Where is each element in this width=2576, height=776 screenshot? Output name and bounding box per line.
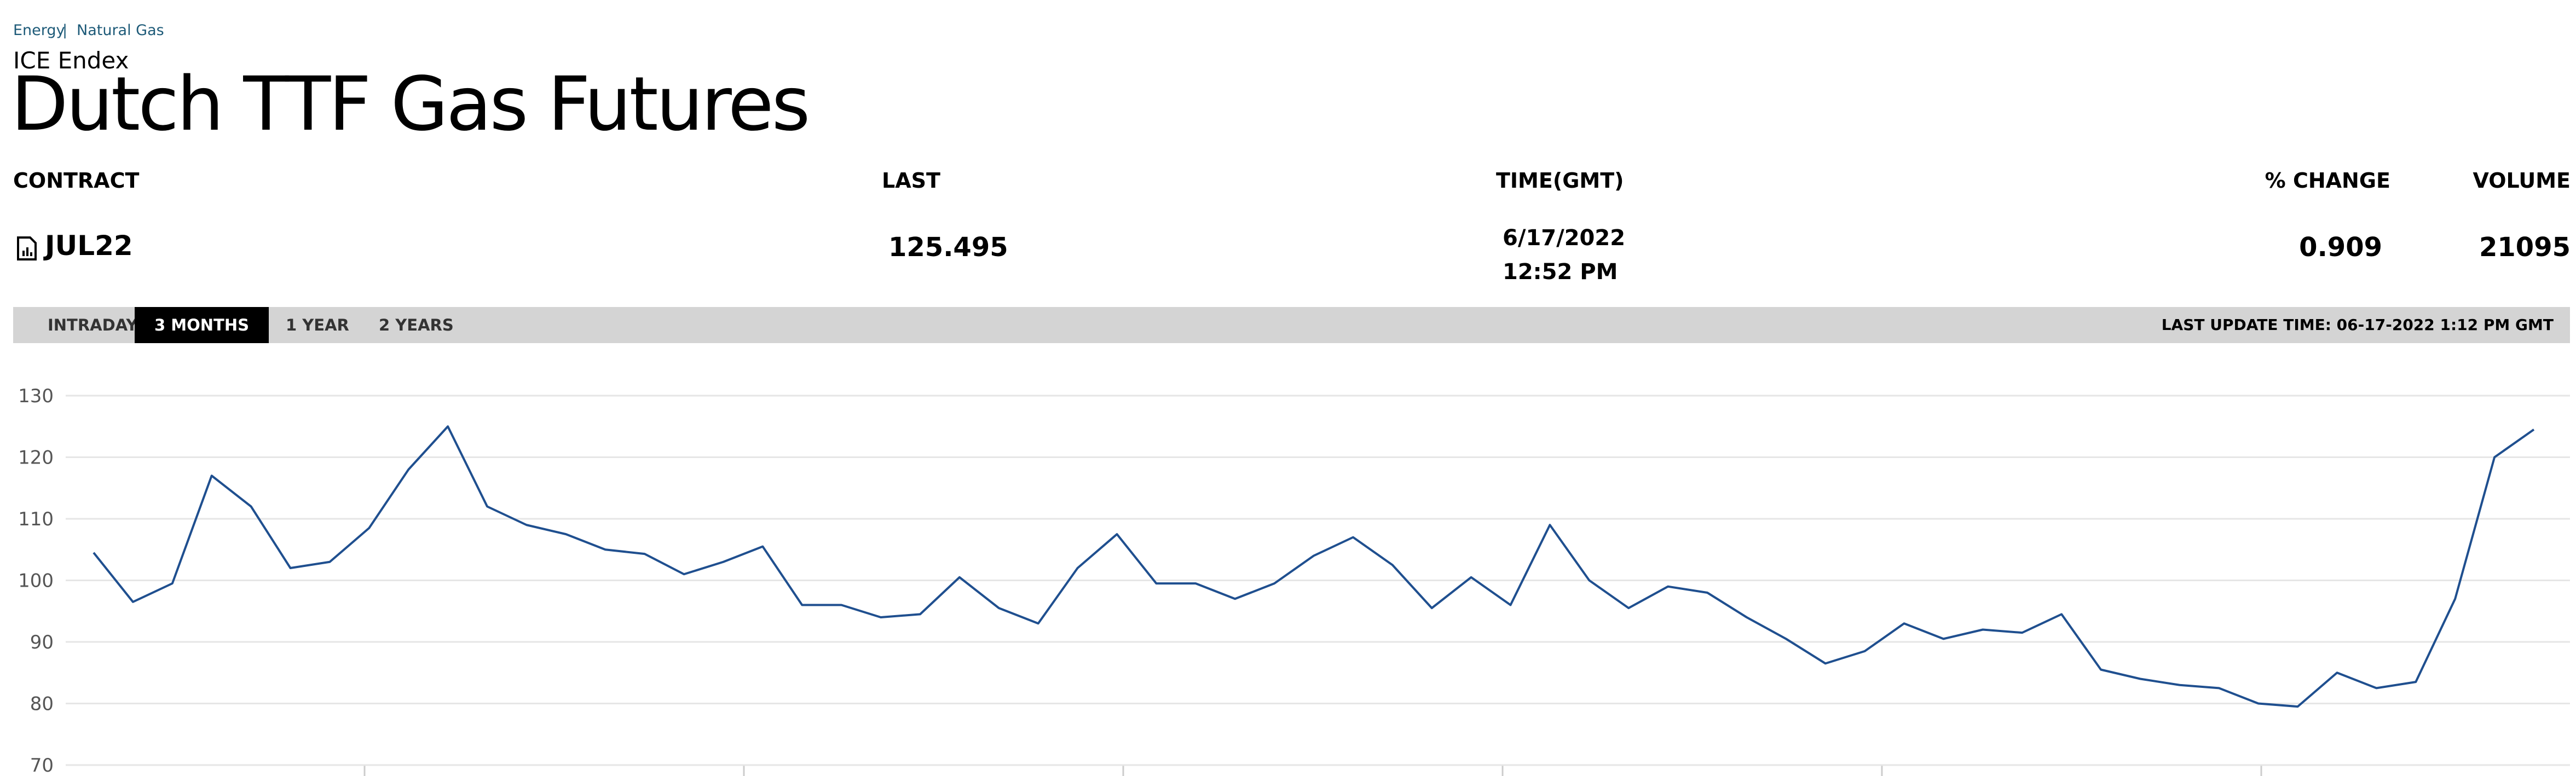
last-price: 125.495 (888, 232, 1008, 263)
column-header: CONTRACT (13, 169, 140, 193)
exchange: ICE Endex (13, 47, 129, 74)
y-tick-label: 90 (30, 632, 54, 653)
tab-bar: LAST UPDATE TIME: 06-17-2022 1:12 PM GMT… (13, 307, 2570, 343)
contract-icon[interactable] (16, 236, 37, 260)
percent-change: 0.909 (2299, 232, 2382, 263)
column-header: TIME(GMT) (1496, 169, 1624, 193)
price-line (93, 425, 2535, 708)
breadcrumb-separator: | (62, 22, 68, 39)
range-tab[interactable]: 1 YEAR (286, 316, 349, 334)
breadcrumb-link[interactable]: Natural Gas (77, 22, 164, 39)
breadcrumb-link[interactable]: Energy (13, 22, 65, 39)
volume: 21095 (2479, 232, 2571, 263)
last-update: LAST UPDATE TIME: 06-17-2022 1:12 PM GMT (2161, 316, 2554, 334)
column-header: % CHANGE (2265, 169, 2390, 193)
range-tab[interactable]: INTRADAY (48, 316, 138, 334)
trade-time: 12:52 PM (1503, 259, 1618, 285)
y-tick-label: 130 (18, 385, 54, 407)
column-header: VOLUME (2473, 169, 2571, 193)
price-chart: 70 80 90 100 110 120 130 (18, 385, 2570, 776)
y-tick-label: 70 (30, 755, 54, 776)
range-tab[interactable]: 2 YEARS (379, 316, 454, 334)
page-title: Dutch TTF Gas Futures (11, 61, 810, 148)
trade-date: 6/17/2022 (1503, 225, 1626, 251)
y-tick-label: 120 (18, 447, 54, 469)
column-header: LAST (882, 169, 940, 193)
y-tick-label: 80 (30, 693, 54, 715)
range-tab[interactable]: 3 MONTHS (135, 307, 269, 343)
contract[interactable]: JUL22 (45, 230, 133, 262)
y-tick-label: 100 (18, 570, 54, 592)
y-tick-label: 110 (18, 508, 54, 530)
